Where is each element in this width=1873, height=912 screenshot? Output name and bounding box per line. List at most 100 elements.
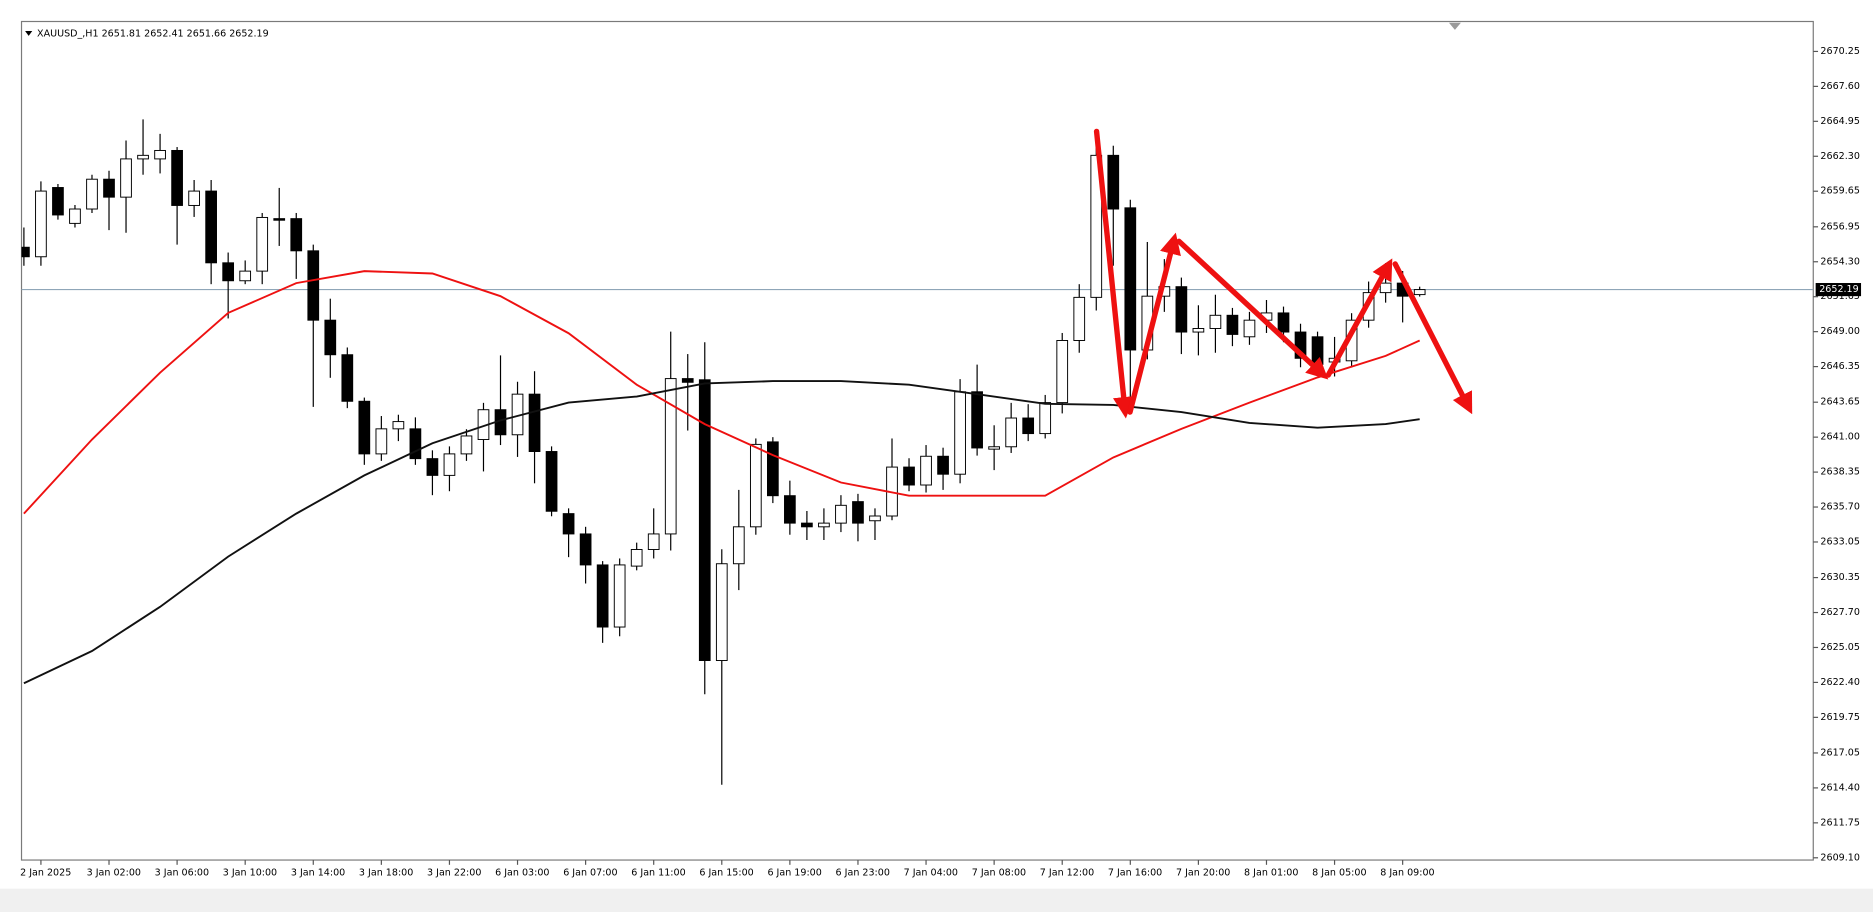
x-tick-label: 6 Jan 19:00 <box>767 868 821 879</box>
open-value: 2651.81 <box>102 28 141 39</box>
x-tick-label: 6 Jan 07:00 <box>563 868 617 879</box>
candle-body <box>903 466 915 486</box>
y-tick-label: 2646.35 <box>1820 361 1859 372</box>
x-tick-label: 8 Jan 01:00 <box>1244 868 1298 879</box>
x-tick-label: 8 Jan 09:00 <box>1380 868 1434 879</box>
y-tick-label: 2664.95 <box>1820 116 1859 127</box>
candle-body <box>409 428 422 460</box>
candle-body <box>375 428 388 455</box>
y-tick-label: 2659.65 <box>1820 186 1859 197</box>
candle-body <box>784 495 796 524</box>
drawn-arrows <box>1093 128 1473 419</box>
candle-body <box>767 441 779 497</box>
candle-body <box>664 378 677 535</box>
shift-marker <box>1448 22 1461 30</box>
candle-body <box>460 435 473 455</box>
candle-body <box>1277 312 1290 333</box>
status-strip <box>0 888 1873 912</box>
y-tick-label: 2627.70 <box>1820 607 1859 618</box>
x-tick-label: 6 Jan 15:00 <box>699 868 753 879</box>
candle-body <box>1175 286 1188 333</box>
x-tick-label: 6 Jan 23:00 <box>836 868 890 879</box>
y-tick-label: 2609.10 <box>1820 852 1859 863</box>
x-tick-label: 3 Jan 18:00 <box>359 868 413 879</box>
arrow <box>1127 232 1181 415</box>
candle-body <box>681 378 694 383</box>
y-tick-label: 2643.65 <box>1820 397 1859 408</box>
y-tick-label: 2670.25 <box>1820 46 1859 57</box>
y-tick-label: 2619.75 <box>1820 712 1859 723</box>
candle-body <box>307 250 320 321</box>
candle-body <box>154 149 166 160</box>
candle-body <box>988 446 1000 450</box>
candle-body <box>341 354 354 402</box>
candle-body <box>222 262 235 282</box>
close-value: 2652.19 <box>229 28 268 39</box>
y-tick-label: 2635.70 <box>1820 502 1859 513</box>
high-value: 2652.41 <box>144 28 183 39</box>
menu-triangle[interactable] <box>25 31 33 36</box>
arrow <box>1325 258 1393 378</box>
low-value: 2651.66 <box>187 28 226 39</box>
x-tick-label: 3 Jan 02:00 <box>87 868 141 879</box>
y-tick-label: 2614.40 <box>1820 782 1859 793</box>
candle-body <box>392 421 405 430</box>
candle-body <box>1379 282 1392 294</box>
candle-body <box>545 451 558 512</box>
candle-body <box>528 393 541 452</box>
x-tick-label: 3 Jan 22:00 <box>427 868 481 879</box>
candle-body <box>324 319 337 356</box>
y-tick-label: 2630.35 <box>1820 572 1859 583</box>
x-tick-label: 7 Jan 12:00 <box>1040 868 1094 879</box>
x-tick-label: 7 Jan 04:00 <box>904 868 958 879</box>
candle-body <box>937 455 949 475</box>
y-tick-label: 2633.05 <box>1820 536 1859 547</box>
candle-body <box>35 190 47 258</box>
candle-body <box>818 522 830 528</box>
y-tick-label: 2611.75 <box>1820 817 1859 828</box>
candle-body <box>103 178 115 198</box>
candle-body <box>1056 340 1069 404</box>
x-tick-label: 3 Jan 06:00 <box>155 868 209 879</box>
symbol: XAUUSD_,H1 <box>37 28 99 39</box>
candle-body <box>971 391 983 449</box>
candle-body <box>1226 314 1239 335</box>
y-tick-label: 2638.35 <box>1820 467 1859 478</box>
candle-body <box>1243 319 1256 338</box>
candle-body <box>1005 417 1018 448</box>
candle-body <box>256 216 269 272</box>
candle-body <box>1039 402 1052 435</box>
candle-body <box>86 178 98 210</box>
y-tick-label: 2656.95 <box>1820 221 1859 232</box>
candle-body <box>835 504 847 524</box>
moving-average <box>23 270 1421 515</box>
y-tick-label: 2641.00 <box>1820 432 1859 443</box>
candle-body <box>1311 336 1324 365</box>
candle-body <box>869 515 881 522</box>
y-tick-label: 2662.30 <box>1820 151 1859 162</box>
x-tick-label: 7 Jan 08:00 <box>972 868 1026 879</box>
y-tick-label: 2622.40 <box>1820 677 1859 688</box>
x-tick-label: 3 Jan 14:00 <box>291 868 345 879</box>
candle-body <box>120 158 132 198</box>
candle-body <box>239 270 252 282</box>
candle-body <box>69 208 81 224</box>
candle-body <box>290 218 303 252</box>
candle-body <box>732 526 745 565</box>
candle-body <box>137 154 149 160</box>
x-tick-label: 8 Jan 05:00 <box>1312 868 1366 879</box>
candle-body <box>698 379 711 662</box>
candle-body <box>1090 154 1103 298</box>
arrow <box>1392 261 1473 415</box>
candle-body <box>426 458 439 476</box>
candle-body <box>596 564 609 628</box>
candle-body <box>358 400 371 455</box>
arrow <box>1176 238 1329 380</box>
candle-body <box>1022 417 1035 435</box>
candle-body <box>852 501 864 524</box>
candle-body <box>443 453 456 476</box>
